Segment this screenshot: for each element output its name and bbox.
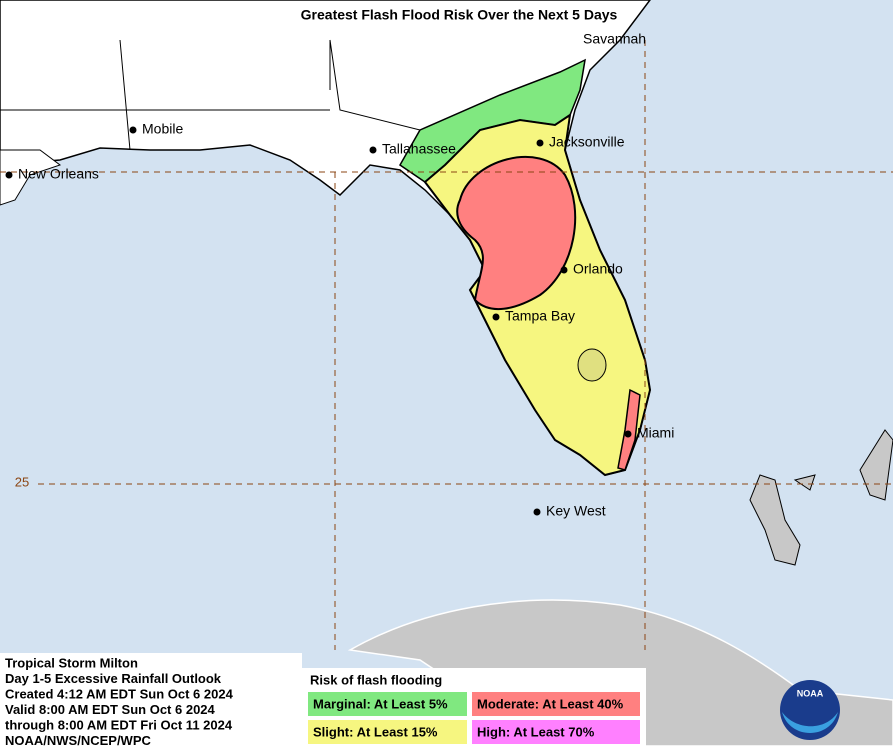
city-dot — [5, 171, 13, 179]
legend-swatch — [308, 720, 467, 744]
city-dot — [492, 313, 500, 321]
city-dot — [560, 266, 568, 274]
graticule — [0, 40, 893, 650]
moderate-area — [456, 156, 577, 311]
city-dot — [536, 139, 544, 147]
legend-swatch — [472, 692, 640, 716]
logo-wave — [782, 712, 838, 733]
cities: Savannah Mobile Tallahassee New Orleans Jack… — [5, 31, 674, 519]
city-label: Orlando — [573, 261, 623, 277]
legend-label: Slight: At Least 15% — [313, 724, 438, 739]
info-line: through 8:00 AM EDT Fri Oct 11 2024 — [5, 717, 233, 732]
moderate-area-east — [617, 388, 641, 471]
state-borders — [0, 39, 421, 151]
city-dot — [533, 508, 541, 516]
city-label: Savannah — [583, 31, 646, 47]
legend-swatch — [472, 720, 640, 744]
city-label: Miami — [637, 425, 674, 441]
logo-text: NOAA — [797, 688, 824, 698]
bahamas — [749, 429, 893, 566]
info-box — [0, 653, 302, 746]
lake — [577, 348, 607, 382]
city-label: Jacksonville — [549, 134, 625, 150]
info-line: Valid 8:00 AM EDT Sun Oct 6 2024 — [5, 702, 216, 717]
legend: Marginal: At Least 5% Moderate: At Least … — [308, 692, 640, 744]
info-line: NOAA/NWS/NCEP/WPC — [5, 733, 152, 746]
city-label: Tallahassee — [382, 141, 456, 157]
map-title: Greatest Flash Flood Risk Over the Next … — [301, 7, 618, 23]
city-dot — [369, 146, 377, 154]
city-label: Tampa Bay — [505, 308, 575, 324]
city-label: New Orleans — [18, 166, 99, 182]
legend-swatch — [308, 692, 467, 716]
info-line: Created 4:12 AM EDT Sun Oct 6 2024 — [5, 686, 234, 701]
info-line: Tropical Storm Milton — [5, 655, 138, 670]
city-dot — [624, 430, 632, 438]
legend-label: High: At Least 70% — [477, 724, 595, 739]
legend-title: Risk of flash flooding — [310, 672, 442, 687]
city-dot — [129, 126, 137, 134]
info-line: Day 1-5 Excessive Rainfall Outlook — [5, 671, 222, 686]
city-label: Mobile — [142, 121, 183, 137]
legend-label: Marginal: At Least 5% — [313, 696, 448, 711]
lat-label: 25 — [15, 474, 29, 489]
city-label: Key West — [546, 503, 606, 519]
legend-label: Moderate: At Least 40% — [477, 696, 624, 711]
louisiana-coast — [0, 149, 62, 206]
